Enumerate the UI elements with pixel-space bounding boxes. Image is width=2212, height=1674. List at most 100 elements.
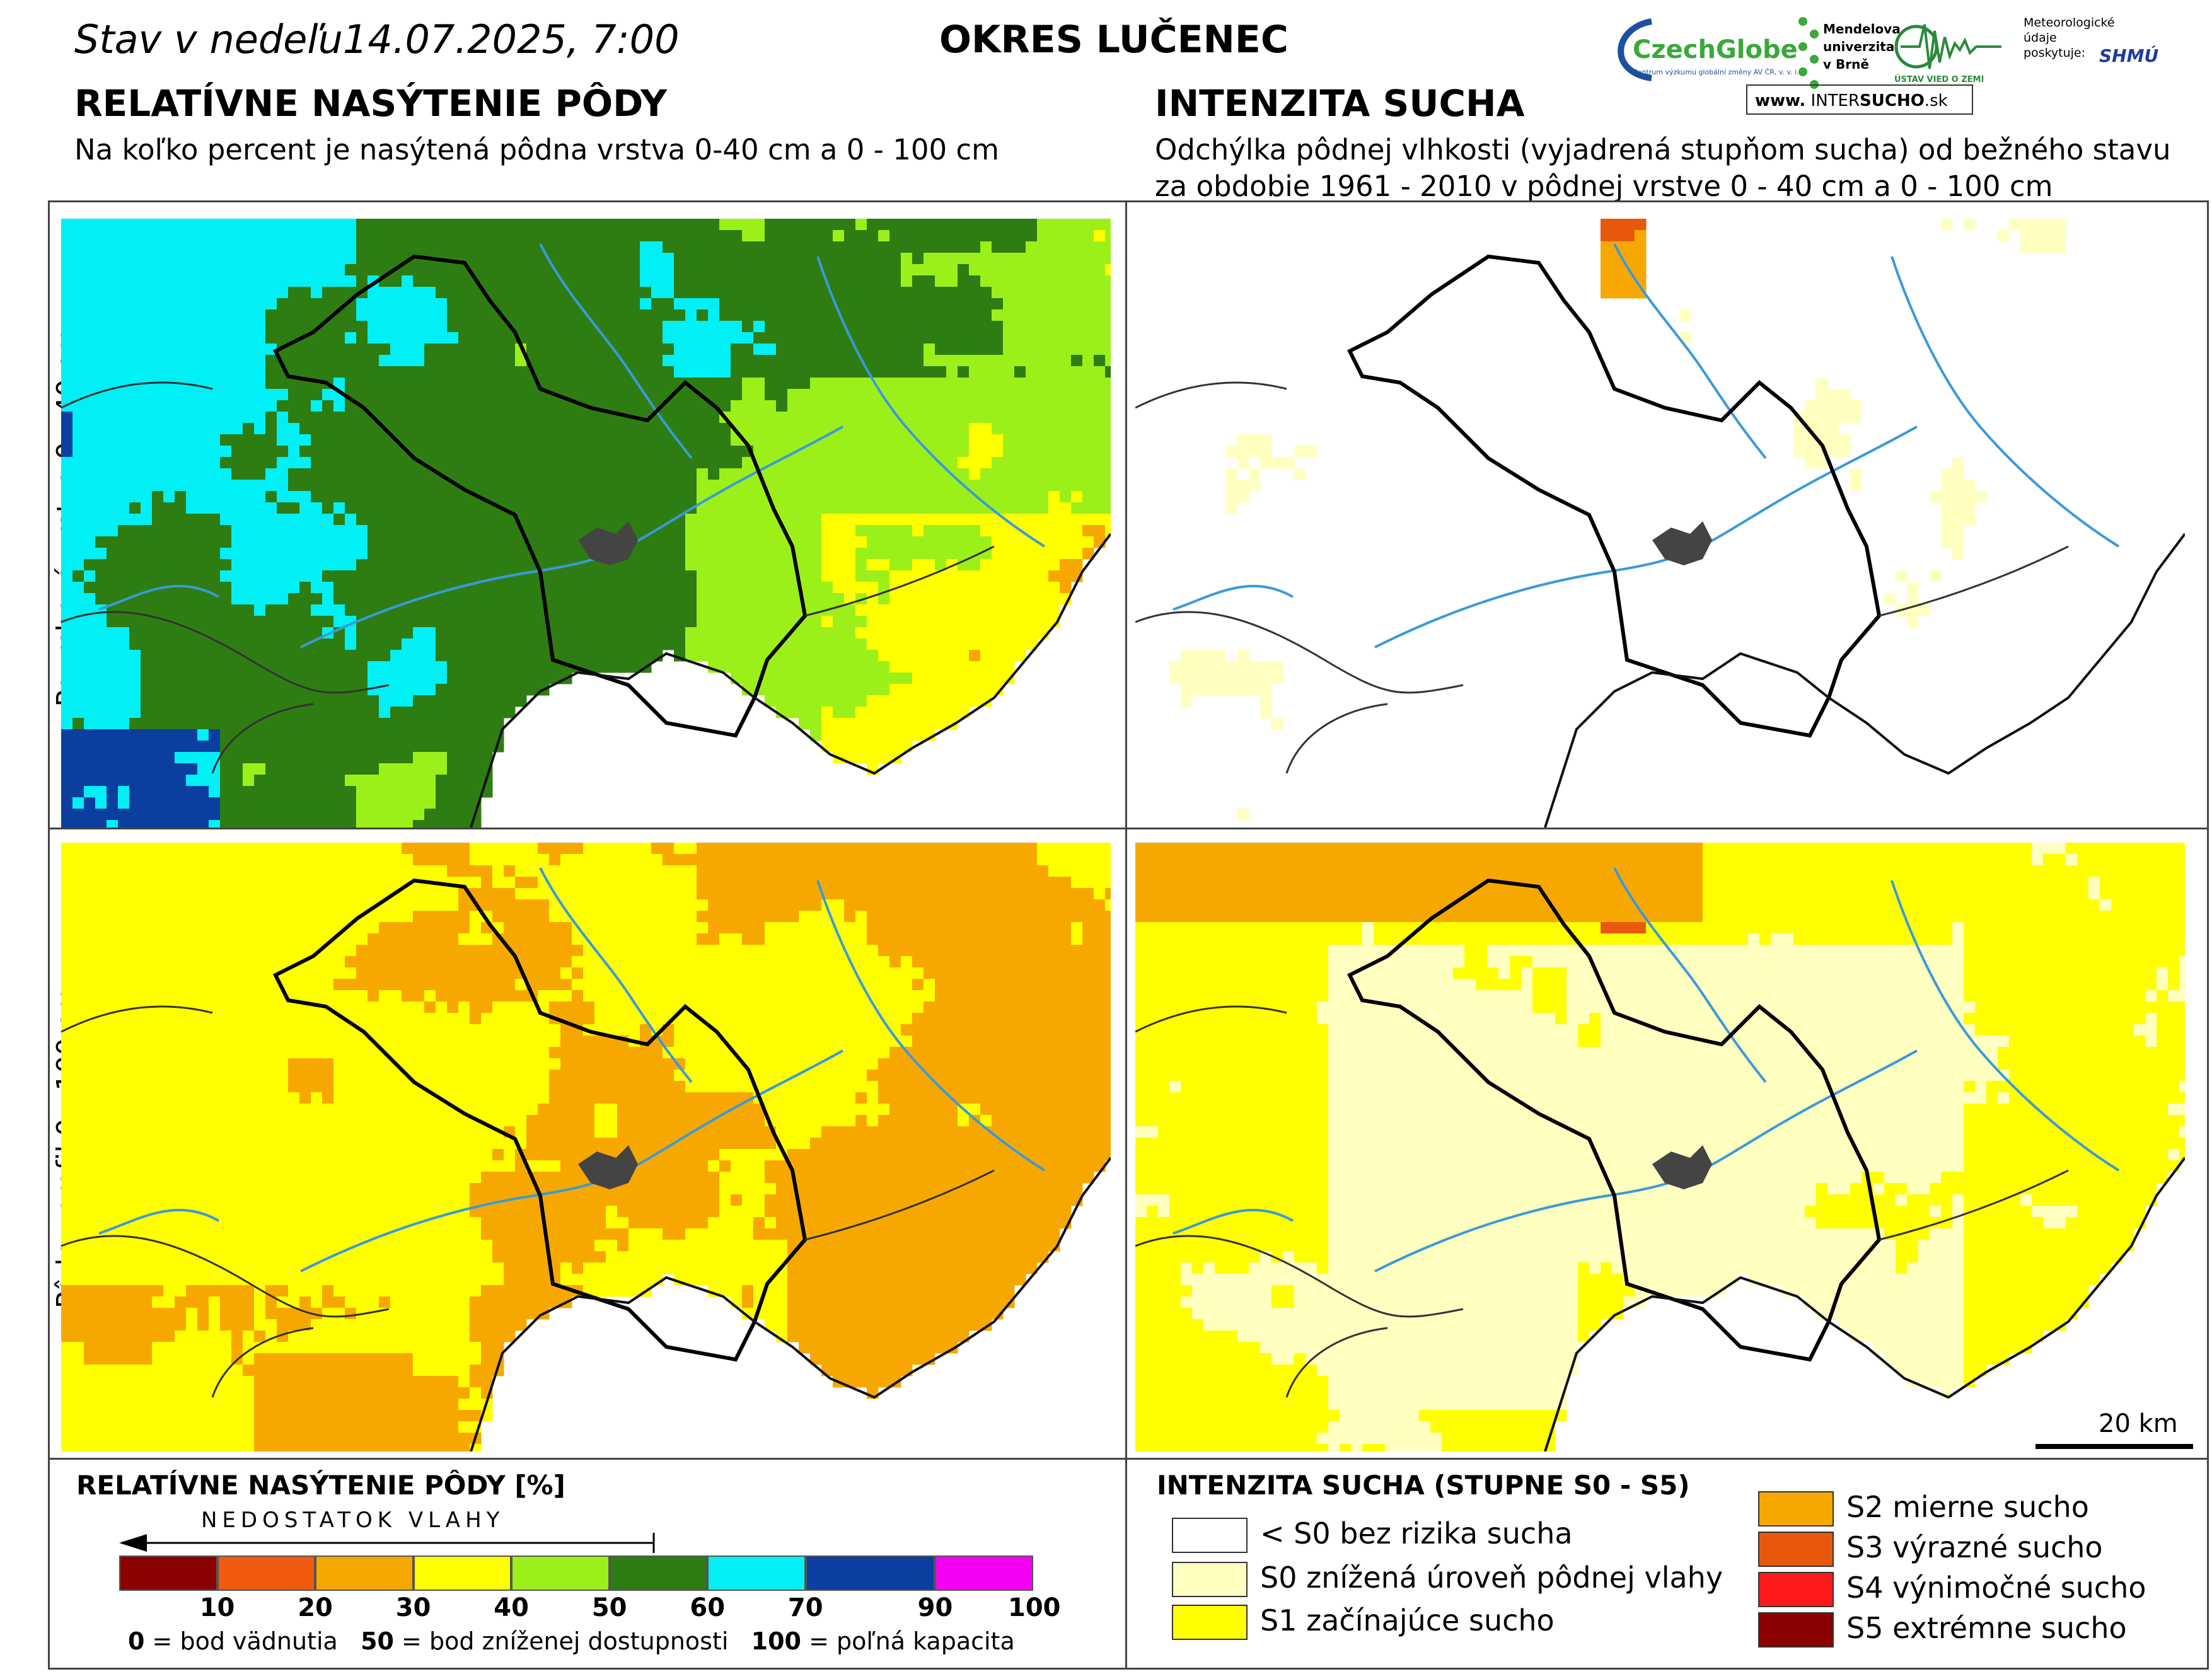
horizontal-divider — [50, 828, 2209, 829]
legend-area: RELATÍVNE NASÝTENIE PÔDY [%] NEDOSTATOK … — [48, 1460, 2209, 1670]
saturation-legend-notes: 0 = bod vädnutia 50 = bod zníženej dostu… — [128, 1627, 1015, 1655]
map-drought-topsoil — [1135, 219, 2185, 828]
saturation-topsoil-raster — [61, 219, 1111, 828]
district-line — [804, 1169, 995, 1241]
date-line: Stav v nedeľu14.07.2025, 7:00 — [74, 16, 680, 62]
district-title: OKRES LUČENEC — [939, 18, 1288, 62]
drought-legend-label: S1 začínajúce sucho — [1260, 1603, 1555, 1637]
district-line — [1135, 611, 1464, 694]
right-section-subtitle-2: za obdobie 1961 - 2010 v pôdnej vrstve 0… — [1155, 170, 2053, 203]
town-area — [1652, 1145, 1712, 1189]
drought-legend-label: S2 mierne sucho — [1846, 1490, 2089, 1524]
deficit-arrow-icon — [119, 1533, 655, 1553]
district-line — [1285, 1327, 1388, 1398]
colorbar-segment — [413, 1556, 512, 1591]
river-line — [539, 243, 693, 459]
district-boundary — [272, 878, 808, 1362]
colorbar-tick-label: 90 — [917, 1593, 953, 1622]
district-line — [1879, 1169, 2069, 1241]
drought-legend-label: S3 výrazné sucho — [1846, 1530, 2103, 1564]
uvz-text: ÚSTAV VIED O ZEMI — [1894, 75, 1984, 84]
partner-logos: CzechGlobe Centrum výzkumu globální změn… — [1607, 9, 2187, 122]
river-line — [816, 880, 1046, 1172]
uvz-logo: ÚSTAV VIED O ZEMI — [1894, 18, 2008, 88]
colorbar-tick-label: 20 — [298, 1593, 333, 1622]
intersucho-mid: INTER — [1810, 91, 1860, 110]
drought-legend-swatch — [1172, 1605, 1248, 1640]
saturation-colorbar-ticks: 10 20 30 40 50 60 70 90 100 — [119, 1593, 1061, 1625]
colorbar-segment — [315, 1556, 414, 1591]
meteo-text: Meteorologické údaje poskytuje: — [2024, 15, 2115, 61]
colorbar-tick-label: 70 — [787, 1593, 823, 1622]
district-line — [1135, 1235, 1464, 1318]
drought-topsoil-raster — [1135, 219, 2185, 828]
mendel-text: Mendelova univerzita v Brně — [1823, 20, 1901, 73]
intersucho-prefix: www. — [1755, 91, 1806, 110]
deficit-arrow-label: NEDOSTATOK VLAHY — [201, 1508, 505, 1533]
czechglobe-logo: CzechGlobe Centrum výzkumu globální změn… — [1607, 15, 1799, 84]
colorbar-segment — [805, 1556, 935, 1591]
mendel-line-3: v Brně — [1823, 57, 1869, 72]
drought-legend-label: S4 výnimočné sucho — [1846, 1571, 2146, 1605]
czechglobe-subtitle: Centrum výzkumu globální změny AV ČR, v.… — [1633, 68, 1799, 76]
note-100-text: = poľná kapacita — [801, 1627, 1015, 1655]
river-line — [1613, 243, 1767, 459]
river-line — [1613, 867, 1767, 1083]
note-50-text: = bod zníženej dostupnosti — [393, 1627, 729, 1655]
scale-bar — [2035, 1444, 2193, 1449]
drought-legend-swatch — [1758, 1532, 1834, 1567]
saturation-legend-title: RELATÍVNE NASÝTENIE PÔDY [%] — [76, 1470, 565, 1501]
raster-cells — [1135, 843, 2185, 1452]
district-boundary — [1346, 254, 1882, 738]
colorbar-tick-label: 40 — [494, 1593, 529, 1622]
colorbar-segment — [707, 1556, 806, 1591]
map-frame: Povrchová vrstva 0 - 40 cm Pôdny profil … — [48, 200, 2209, 1460]
river-line — [98, 1208, 219, 1235]
mendel-line-1: Mendelova — [1823, 21, 1901, 37]
czechglobe-name: CzechGlobe — [1633, 35, 1798, 64]
state-border — [470, 1157, 1111, 1452]
drought-legend-label: S0 znížená úroveň pôdnej vlahy — [1260, 1561, 1723, 1595]
intersucho-suffix: .sk — [1924, 91, 1948, 110]
district-boundary — [1346, 878, 1882, 1362]
mendel-dots-icon — [1798, 17, 1819, 89]
date-prefix: Stav v nedeľu — [74, 16, 343, 62]
river-line — [539, 867, 693, 1083]
drought-legend-label: S5 extrémne sucho — [1846, 1611, 2127, 1645]
river-line — [1173, 584, 1294, 611]
saturation-profile-raster — [61, 843, 1111, 1452]
right-section-subtitle-1: Odchýlka pôdnej vlhkosti (vyjadrená stup… — [1155, 133, 2171, 166]
note-100-value: 100 — [751, 1627, 801, 1655]
river-line — [1173, 1208, 1294, 1235]
note-50-value: 50 — [361, 1627, 394, 1655]
drought-legend-swatch — [1758, 1612, 1834, 1648]
colorbar-tick-label: 100 — [1008, 1593, 1061, 1622]
meteo-line-1: Meteorologické — [2024, 16, 2115, 30]
district-boundary — [272, 254, 808, 738]
intersucho-badge: www. INTERSUCHO.sk — [1746, 84, 1973, 115]
state-border — [1544, 533, 2185, 828]
district-line — [211, 703, 314, 774]
district-line — [1285, 703, 1388, 774]
district-line — [61, 1005, 213, 1033]
colorbar-segment — [119, 1556, 217, 1591]
uvz-seismograph-icon — [1894, 24, 2001, 69]
river-line — [1891, 256, 2120, 548]
vertical-divider — [1125, 202, 1127, 1460]
legend-divider — [1125, 1460, 1127, 1668]
town-area — [578, 1145, 638, 1189]
note-0-text: = bod vädnutia — [144, 1627, 338, 1655]
district-line — [1879, 545, 2069, 617]
saturation-colorbar — [119, 1556, 1033, 1591]
town-area — [1652, 521, 1712, 565]
district-line — [1135, 381, 1287, 409]
right-section-title: INTENZITA SUCHA — [1155, 82, 1525, 125]
drought-legend-label: < S0 bez rizika sucha — [1260, 1516, 1573, 1550]
state-border — [1544, 1157, 2185, 1452]
meteo-line-3: poskytuje: — [2024, 46, 2086, 60]
mendel-logo: Mendelova univerzita v Brně — [1797, 15, 1901, 91]
district-line — [61, 1235, 390, 1318]
colorbar-segment — [217, 1556, 316, 1591]
scale-bar-label: 20 km — [2099, 1409, 2178, 1438]
raster-cells — [1169, 219, 2066, 821]
